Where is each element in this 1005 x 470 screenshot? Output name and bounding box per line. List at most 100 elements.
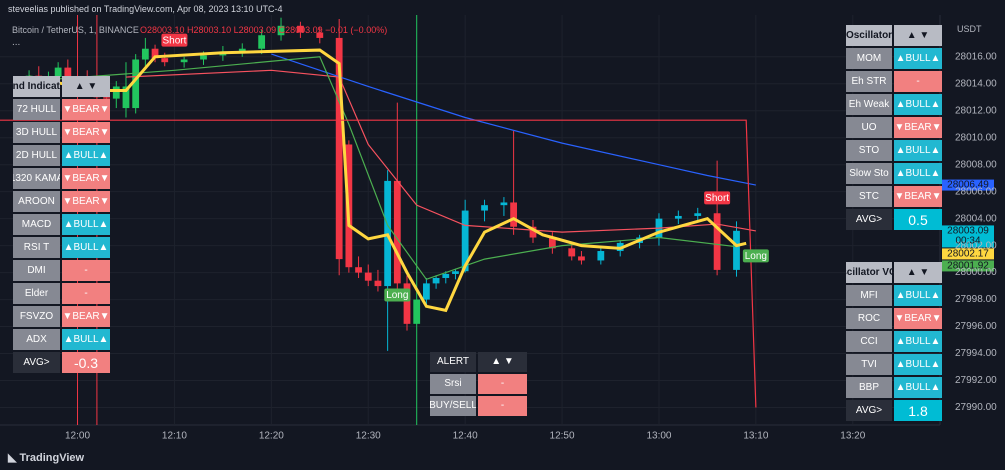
indicator-name: 3D HULL <box>13 122 60 143</box>
indicator-name: MOM <box>846 48 892 69</box>
signal-marker <box>704 191 731 205</box>
indicator-state: ▲BULL▲ <box>894 377 942 398</box>
price-label: 28003.09 <box>947 226 989 237</box>
signal-marker <box>161 33 188 47</box>
ohlc: O28003.10 H28003.10 L28003.09 C28003.09 … <box>140 25 388 35</box>
indicator-state: ▲BULL▲ <box>894 285 942 306</box>
indicator-name: TVI <box>846 354 892 375</box>
y-tick-label: 27992.00 <box>955 375 997 386</box>
price-label-bg <box>942 179 994 191</box>
candle-body <box>335 37 343 260</box>
indicator-name: STC <box>846 186 892 207</box>
indicator-name: 2D HULL <box>13 145 60 166</box>
candle-body <box>548 237 556 249</box>
candle-body <box>277 25 285 36</box>
indicator-name: MACD <box>13 214 60 235</box>
x-tick-label: 12:40 <box>453 431 478 442</box>
signal-label: Short <box>705 193 729 204</box>
brand-text: TradingView <box>19 452 85 464</box>
indicator-name: 1320 KAMA <box>13 168 60 189</box>
indicator-line <box>0 119 757 408</box>
avg-label: AVG> <box>846 209 892 230</box>
candle-body <box>461 210 469 272</box>
indicator-state: ▲BULL▲ <box>62 145 110 166</box>
indicator-state: - <box>62 283 110 304</box>
price-label: 28001.92 <box>947 261 989 272</box>
indicator-name: Eh STR <box>846 71 892 92</box>
price-label: 28006.49 <box>947 180 989 191</box>
candle-body <box>200 55 207 60</box>
indicator-state: ▼BEAR▼ <box>62 99 110 120</box>
table-title: Trend Indicators <box>13 76 60 97</box>
candle-body <box>180 59 188 63</box>
indicator-name: Slow Sto <box>846 163 892 184</box>
y-tick-label: 28012.00 <box>955 105 997 116</box>
candle-body <box>64 67 72 79</box>
indicator-state: ▼BEAR▼ <box>62 122 110 143</box>
y-tick-label: 27998.00 <box>955 294 997 305</box>
indicator-name: UO <box>846 117 892 138</box>
candle-body <box>54 67 62 78</box>
avg-label: AVG> <box>13 352 60 373</box>
brand: ◣ TradingView <box>8 452 85 464</box>
price-label-bg <box>942 260 994 272</box>
x-tick-label: 13:20 <box>840 431 865 442</box>
candle-body <box>733 230 740 270</box>
candle-body <box>393 180 401 284</box>
volume-oscillator-table: scillator VO▲ ▼MFI▲BULL▲ROC▼BEAR▼CCI▲BUL… <box>846 262 942 421</box>
table-arrows: ▲ ▼ <box>894 262 942 283</box>
trend-table: Trend Indicators▲ ▼72 HULL▼BEAR▼3D HULL▼… <box>13 76 110 373</box>
indicator-name: FSVZO <box>13 306 60 327</box>
indicator-state: ▼BEAR▼ <box>894 308 942 329</box>
indicator-state: - <box>478 374 527 394</box>
signal-label: Long <box>386 290 408 301</box>
price-label: 28002.17 <box>947 249 989 260</box>
y-tick-label: 28016.00 <box>955 51 997 62</box>
indicator-name: 72 HULL <box>13 99 60 120</box>
x-tick-label: 13:00 <box>646 431 671 442</box>
indicator-state: ▼BEAR▼ <box>894 186 942 207</box>
currency: USDT <box>957 24 982 34</box>
candle-body <box>258 35 266 49</box>
avg-value: 0.5 <box>894 209 942 230</box>
indicator-name: Eh Weak <box>846 94 892 115</box>
candle-body <box>374 280 382 287</box>
indicator-name: STO <box>846 140 892 161</box>
indicator-name: ROC <box>846 308 892 329</box>
y-tick-label: 28004.00 <box>955 213 997 224</box>
x-tick-label: 12:10 <box>162 431 187 442</box>
y-tick-label: 28006.00 <box>955 186 997 197</box>
y-tick-label: 27994.00 <box>955 348 997 359</box>
candle-body <box>413 299 421 324</box>
candle-body <box>500 202 508 206</box>
indicator-name: Elder <box>13 283 60 304</box>
signal-marker <box>742 249 769 263</box>
signal-label: Short <box>162 35 186 46</box>
indicator-state: ▲BULL▲ <box>894 354 942 375</box>
candle-body <box>529 226 537 238</box>
candle-body <box>238 48 246 52</box>
candle-body <box>578 256 585 261</box>
candle-body <box>694 213 702 216</box>
candle-body <box>674 215 682 219</box>
indicator-name: DMI <box>13 260 60 281</box>
candle-body <box>355 267 362 273</box>
candle-body <box>403 283 411 324</box>
candle-body <box>141 48 149 60</box>
publisher: steveelias published on TradingView.com,… <box>8 4 283 14</box>
y-tick-label: 28008.00 <box>955 159 997 170</box>
indicator-line <box>29 56 737 281</box>
candle-body <box>122 86 130 109</box>
table-title: scillator VO <box>846 262 892 283</box>
indicator-state: ▲BULL▲ <box>894 140 942 161</box>
candle-body <box>161 58 169 63</box>
y-tick-label: 28000.00 <box>955 267 997 278</box>
candle-body <box>103 97 110 99</box>
candle-body <box>132 59 140 109</box>
candle-body <box>432 277 440 284</box>
indicator-state: - <box>62 260 110 281</box>
indicator-name: BUY/SELL <box>430 396 476 416</box>
candle-body <box>297 25 304 33</box>
indicator-state: ▲BULL▲ <box>62 237 110 258</box>
